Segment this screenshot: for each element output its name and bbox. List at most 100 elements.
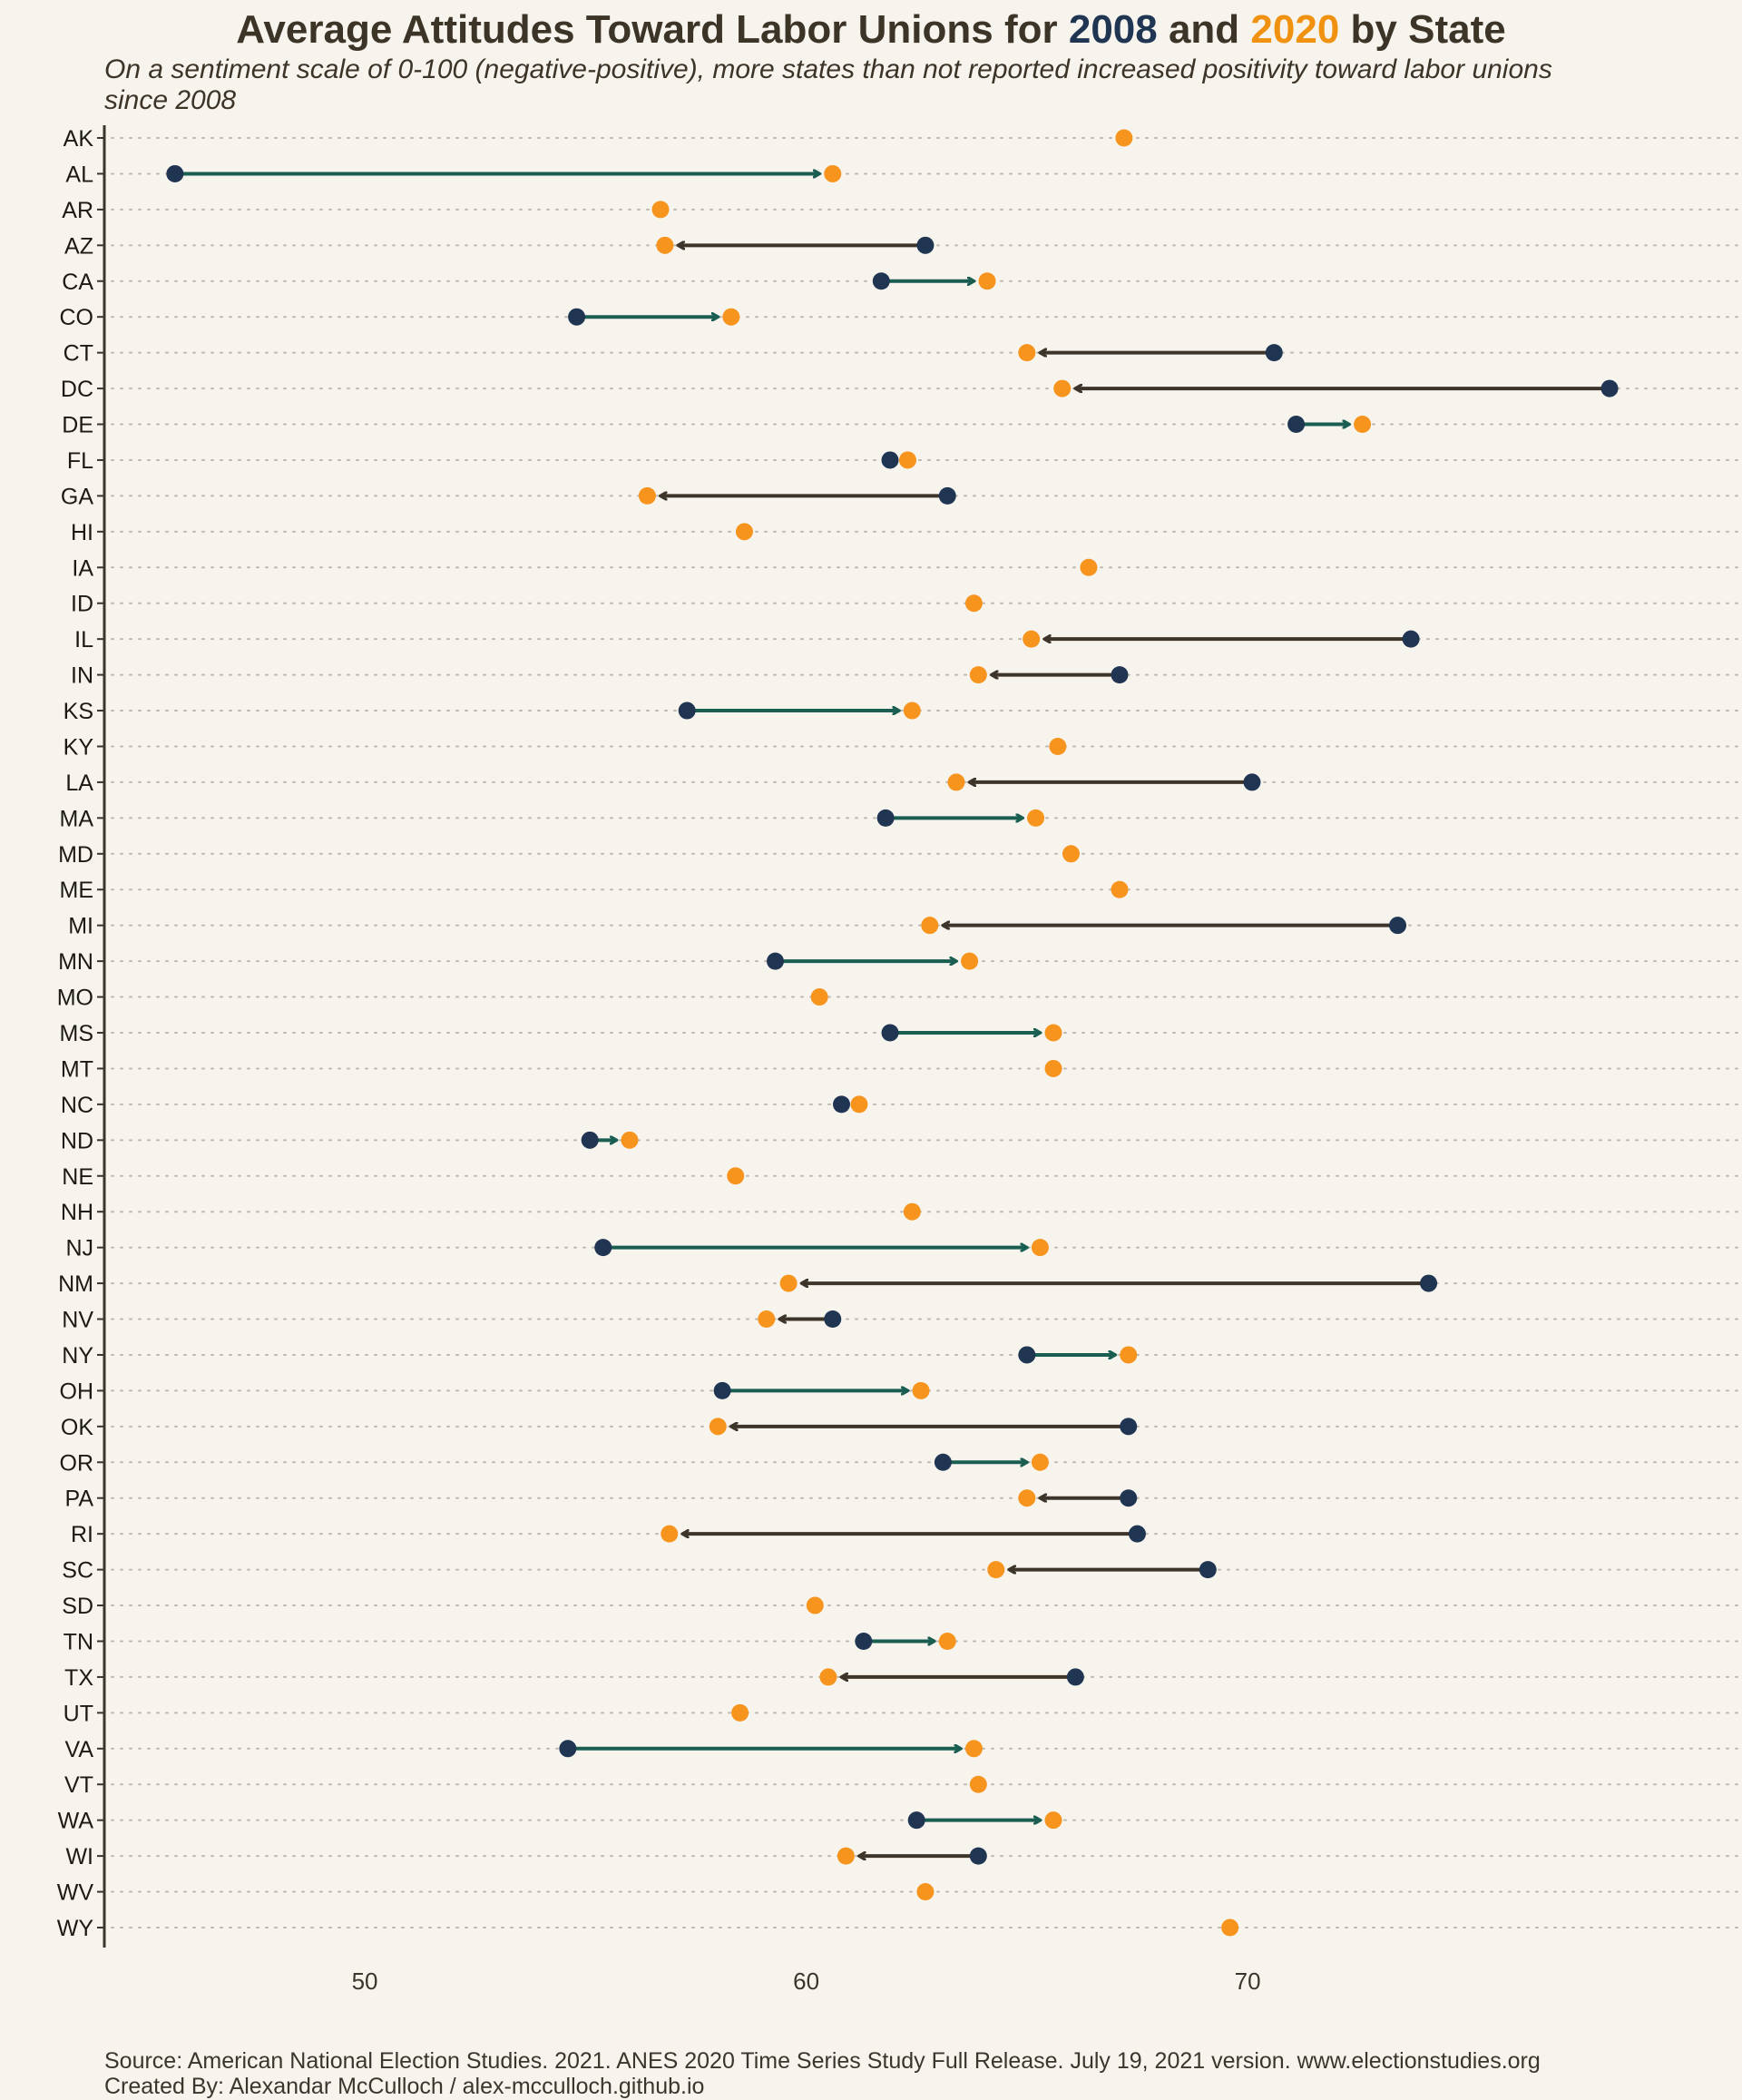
subtitle-line-1: On a sentiment scale of 0-100 (negative-… — [104, 54, 1552, 84]
y-tick-label: NE — [62, 1164, 93, 1190]
point-2020 — [1018, 344, 1036, 362]
point-2020 — [1120, 1346, 1138, 1364]
y-tick-label: IL — [74, 627, 93, 653]
chart-marks — [166, 129, 1619, 1937]
point-2020 — [964, 594, 983, 613]
y-tick-label: CA — [62, 270, 93, 295]
y-tick-label: OH — [60, 1379, 94, 1404]
y-tick-label: TX — [64, 1665, 93, 1691]
y-tick-label: NC — [61, 1093, 93, 1118]
point-2020 — [903, 1202, 921, 1221]
point-2008 — [594, 1239, 612, 1257]
y-tick-label: IN — [71, 663, 93, 689]
point-2008 — [881, 1024, 899, 1042]
point-2008 — [881, 451, 899, 469]
y-tick-label: IA — [72, 555, 93, 581]
y-tick-label: RI — [71, 1522, 93, 1547]
point-2020 — [824, 164, 842, 182]
point-2020 — [1031, 1239, 1049, 1257]
y-tick-label: MD — [58, 842, 93, 868]
point-2020 — [651, 201, 670, 219]
point-2020 — [1111, 880, 1129, 898]
point-2020 — [938, 1632, 956, 1650]
point-2020 — [638, 486, 656, 505]
point-2008 — [1243, 773, 1261, 791]
point-2020 — [1031, 1453, 1049, 1471]
point-2020 — [837, 1847, 855, 1865]
point-2020 — [969, 666, 987, 684]
point-2008 — [969, 1847, 987, 1865]
y-tick-label: MO — [57, 986, 93, 1011]
point-2020 — [779, 1274, 798, 1292]
point-2008 — [1120, 1489, 1138, 1507]
point-2008 — [1420, 1274, 1438, 1292]
y-tick-label: VA — [65, 1737, 94, 1762]
point-2020 — [1354, 416, 1372, 434]
source-caption: Source: American National Election Studi… — [104, 2048, 1541, 2074]
point-2020 — [810, 988, 828, 1006]
point-2020 — [898, 451, 916, 469]
point-2008 — [876, 809, 895, 827]
y-tick-label: LA — [65, 770, 93, 796]
y-tick-label: MA — [60, 806, 94, 831]
point-2020 — [735, 523, 753, 541]
point-2020 — [806, 1596, 824, 1614]
point-2008 — [1066, 1668, 1084, 1686]
point-2020 — [916, 1883, 935, 1901]
y-tick-label: KY — [64, 734, 94, 760]
point-2020 — [1044, 1059, 1062, 1077]
point-2020 — [661, 1525, 679, 1543]
point-2020 — [1018, 1489, 1036, 1507]
point-2020 — [819, 1668, 837, 1686]
y-tick-label: ND — [61, 1128, 93, 1153]
y-tick-label: AZ — [64, 233, 93, 259]
title-prefix: Average Attitudes Toward Labor Unions fo… — [236, 7, 1069, 52]
point-2020 — [709, 1418, 727, 1436]
y-tick-label: MS — [60, 1021, 94, 1046]
point-2008 — [824, 1310, 842, 1329]
point-2020 — [731, 1703, 749, 1722]
point-2020 — [1023, 630, 1041, 648]
point-2020 — [912, 1381, 930, 1399]
y-tick-label: NJ — [65, 1236, 93, 1261]
point-2020 — [969, 1775, 987, 1793]
title-mid: and — [1157, 7, 1251, 52]
point-2008 — [1111, 666, 1129, 684]
point-2020 — [727, 1167, 745, 1185]
point-2020 — [921, 917, 939, 935]
point-2020 — [656, 236, 674, 254]
title-year-2008: 2008 — [1068, 7, 1158, 52]
grid-lines — [111, 137, 1742, 1928]
point-2008 — [855, 1632, 873, 1650]
y-tick-label: AL — [65, 162, 93, 187]
point-2020 — [758, 1310, 776, 1329]
y-tick-label: MT — [61, 1056, 93, 1082]
y-tick-label: WY — [57, 1916, 94, 1941]
point-2008 — [767, 952, 785, 970]
point-2020 — [964, 1740, 983, 1758]
y-tick-label: MN — [58, 949, 93, 975]
y-tick-label: HI — [71, 520, 93, 545]
point-2020 — [987, 1561, 1005, 1579]
y-tick-label: ID — [71, 592, 93, 617]
y-tick-label: VT — [64, 1772, 93, 1798]
y-tick-label: OR — [60, 1450, 94, 1476]
y-tick-label: SC — [62, 1558, 93, 1584]
y-tick-label: NH — [61, 1200, 93, 1225]
point-2008 — [1265, 344, 1283, 362]
title-year-2020: 2020 — [1250, 7, 1340, 52]
y-tick-label: WI — [65, 1844, 93, 1869]
point-2020 — [961, 952, 979, 970]
point-2020 — [850, 1095, 868, 1114]
y-tick-label: NM — [58, 1271, 93, 1297]
point-2020 — [978, 272, 996, 290]
x-tick-label: 60 — [793, 1968, 819, 1995]
y-tick-label: UT — [64, 1701, 93, 1726]
point-2020 — [903, 702, 921, 720]
point-2008 — [713, 1381, 731, 1399]
chart-title: Average Attitudes Toward Labor Unions fo… — [0, 7, 1742, 53]
point-2020 — [1053, 379, 1072, 397]
y-tick-label: KS — [64, 699, 93, 724]
subtitle-line-2: since 2008 — [104, 85, 237, 115]
